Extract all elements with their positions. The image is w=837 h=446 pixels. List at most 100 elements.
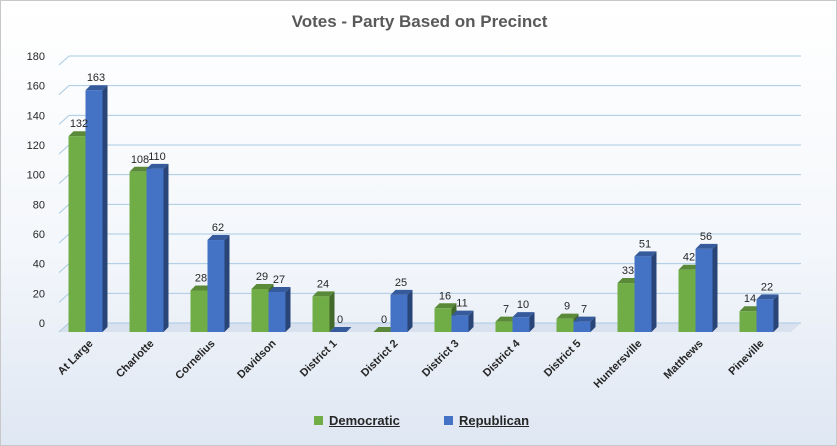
gridline-depth (58, 263, 70, 274)
bar-democratic-huntersville-top (617, 278, 640, 284)
data-label-democratic-davidson: 29 (256, 271, 268, 283)
bar-democratic-district-1 (312, 296, 330, 332)
gridline-depth (58, 144, 70, 155)
data-label-republican-charlotte: 110 (148, 151, 166, 163)
x-tick-label-district-3: District 3 (420, 338, 462, 380)
bar-republican-cornelius-top (207, 235, 230, 241)
x-tick-label-charlotte: Charlotte (114, 338, 157, 381)
bar-republican-at-large-side (102, 85, 108, 332)
x-tick-label-district-4: District 4 (481, 337, 523, 379)
y-tick-label: 20 (33, 288, 45, 300)
x-tick-label-pineville: Pineville (727, 338, 767, 378)
data-label-democratic-cornelius: 28 (195, 272, 207, 284)
bar-republican-at-large-top (85, 85, 108, 91)
bar-democratic-matthews-top (678, 264, 701, 270)
bar-democratic-district-1-side (329, 291, 335, 332)
gridline-depth (58, 203, 70, 214)
y-tick-label: 0 (39, 318, 45, 330)
chart-floor (59, 323, 801, 332)
bar-republican-cornelius-side (224, 235, 230, 332)
bar-republican-davidson-top (268, 286, 291, 292)
bar-democratic-district-5 (556, 318, 574, 332)
bar-democratic-charlotte (129, 171, 147, 332)
bar-democratic-pineville-top (739, 306, 762, 312)
data-label-republican-cornelius: 62 (212, 222, 224, 234)
bar-republican-pineville-top (756, 294, 779, 300)
bar-republican-district-4 (512, 317, 530, 332)
bar-republican-huntersville-side (651, 251, 657, 332)
bar-democratic-at-large-top (68, 131, 91, 137)
bar-democratic-district-1-top (312, 291, 335, 297)
y-tick-label: 160 (27, 81, 45, 93)
data-label-republican-davidson: 27 (273, 274, 285, 286)
data-label-republican-district-4: 10 (517, 299, 529, 311)
bar-democratic-district-2-top (373, 327, 396, 332)
x-tick-label-matthews: Matthews (662, 338, 706, 382)
bar-republican-pineville-side (773, 294, 779, 332)
data-label-democratic-district-2: 0 (381, 314, 387, 326)
legend-item-democratic: Democratic (314, 413, 400, 428)
bar-republican-district-2 (390, 294, 408, 332)
data-label-democratic-huntersville: 33 (622, 265, 634, 277)
data-label-democratic-matthews: 42 (683, 252, 695, 264)
bar-republican-at-large (85, 90, 103, 332)
gridline-depth (58, 85, 70, 96)
y-tick-label: 40 (33, 259, 45, 271)
data-label-republican-matthews: 56 (700, 231, 712, 243)
y-tick-label: 180 (27, 51, 45, 63)
bar-democratic-district-3 (434, 308, 452, 332)
x-tick-label-cornelius: Cornelius (173, 338, 217, 382)
legend-swatch-democratic (314, 416, 323, 425)
data-label-republican-district-1: 0 (337, 314, 343, 326)
bar-democratic-district-4 (495, 321, 513, 332)
bar-republican-district-1-top (329, 327, 352, 332)
gridline-depth (58, 114, 70, 125)
data-label-republican-pineville: 22 (761, 281, 773, 293)
bar-democratic-district-4-top (495, 316, 518, 322)
data-label-republican-district-5: 7 (581, 304, 587, 316)
bar-democratic-cornelius-top (190, 285, 213, 291)
data-label-republican-huntersville: 51 (639, 238, 651, 250)
legend-item-republican: Republican (444, 413, 529, 428)
gridline-depth (58, 174, 70, 185)
gridline-depth (58, 292, 70, 303)
data-label-democratic-charlotte: 108 (131, 154, 149, 166)
bar-republican-district-5-top (573, 316, 596, 322)
data-label-republican-district-2: 25 (395, 277, 407, 289)
bar-republican-district-3-top (451, 310, 474, 316)
bar-republican-cornelius (207, 240, 225, 332)
data-label-democratic-district-3: 16 (439, 290, 451, 302)
bar-republican-district-3 (451, 315, 469, 332)
x-tick-label-at-large: At Large (56, 338, 96, 378)
legend-swatch-republican (444, 416, 453, 425)
bar-republican-matthews-side (712, 243, 718, 332)
data-label-democratic-district-5: 9 (564, 301, 570, 313)
bar-republican-charlotte (146, 168, 164, 332)
bar-republican-district-4-side (529, 312, 535, 332)
bar-republican-davidson-side (285, 286, 291, 332)
data-label-democratic-pineville: 14 (744, 293, 756, 305)
bar-democratic-district-5-top (556, 313, 579, 319)
legend: Democratic Republican (1, 413, 837, 433)
bar-democratic-matthews (678, 269, 696, 332)
y-tick-label: 100 (27, 170, 45, 182)
legend-label-democratic: Democratic (329, 413, 400, 428)
bar-republican-district-3-side (468, 310, 474, 332)
chart-title: Votes - Party Based on Precinct (291, 12, 548, 31)
bar-democratic-charlotte-top (129, 166, 152, 172)
legend-label-republican: Republican (459, 413, 530, 428)
bar-republican-district-2-top (390, 289, 413, 295)
y-tick-label: 120 (27, 140, 45, 152)
bar-democratic-davidson (251, 288, 269, 332)
bar-democratic-davidson-top (251, 283, 274, 289)
bar-democratic-huntersville (617, 283, 635, 332)
data-label-republican-district-3: 11 (456, 298, 467, 310)
y-tick-label: 60 (33, 229, 45, 241)
x-tick-label-huntersville: Huntersville (592, 338, 645, 391)
gridline-depth (58, 55, 70, 66)
bar-republican-charlotte-side (163, 163, 169, 332)
bar-republican-district-5 (573, 321, 591, 332)
x-tick-label-district-2: District 2 (359, 338, 401, 380)
y-tick-label: 140 (27, 110, 45, 122)
